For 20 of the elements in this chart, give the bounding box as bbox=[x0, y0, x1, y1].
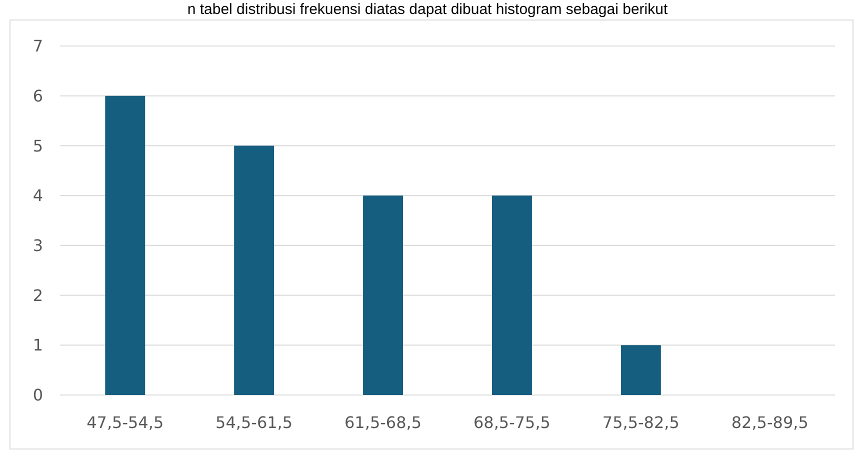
y-tick-label: 5 bbox=[32, 136, 44, 156]
y-tick-label: 2 bbox=[32, 286, 44, 305]
y-tick-label: 1 bbox=[32, 336, 44, 355]
y-tick-label: 4 bbox=[32, 186, 44, 206]
y-tick-label: 6 bbox=[32, 86, 44, 106]
bar bbox=[234, 146, 274, 395]
y-tick-label: 7 bbox=[32, 36, 44, 56]
bar bbox=[363, 196, 404, 395]
x-tick-label: 68,5-75,5 bbox=[473, 413, 550, 432]
chart-title: n tabel distribusi frekuensi diatas dapat dibuat histogram sebagai berikut bbox=[187, 1, 668, 18]
x-tick-label: 61,5-68,5 bbox=[344, 413, 422, 432]
x-tick-label: 54,5-61,5 bbox=[216, 413, 293, 432]
y-tick-label: 0 bbox=[32, 386, 44, 405]
y-tick-label: 3 bbox=[32, 236, 44, 256]
bar bbox=[620, 345, 661, 395]
bar bbox=[105, 96, 146, 395]
x-tick-label: 75,5-82,5 bbox=[602, 413, 680, 432]
x-tick-label: 82,5-89,5 bbox=[731, 413, 808, 432]
bar bbox=[492, 196, 532, 395]
x-tick-label: 47,5-54,5 bbox=[86, 413, 164, 432]
